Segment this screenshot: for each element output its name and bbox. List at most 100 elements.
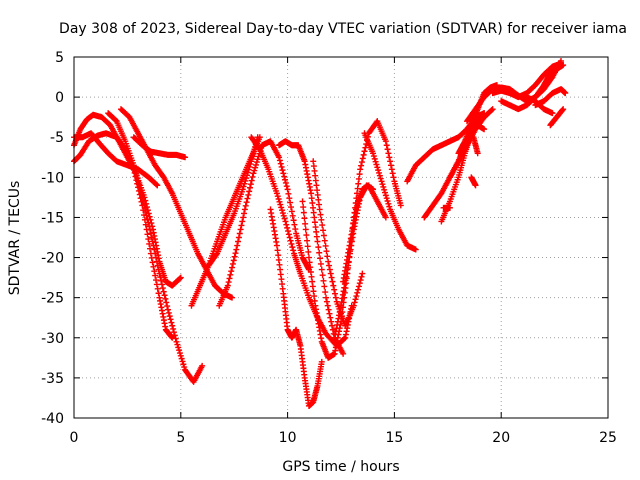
data-point [341, 335, 348, 342]
data-point [355, 283, 362, 290]
data-point [243, 175, 250, 182]
y-tick-label: -5 [50, 130, 64, 146]
data-point [155, 290, 162, 297]
data-point [150, 263, 157, 270]
data-point [252, 164, 259, 171]
data-point [247, 181, 254, 188]
data-point [146, 240, 153, 247]
data-point [314, 238, 321, 245]
data-point [166, 313, 173, 320]
data-point [169, 322, 176, 329]
data-point [317, 260, 324, 267]
data-point [230, 257, 237, 264]
data-point [251, 167, 258, 174]
data-point [171, 332, 178, 339]
data-point [282, 176, 289, 183]
data-point [330, 282, 337, 289]
data-point [228, 268, 235, 275]
data-point [488, 106, 495, 113]
data-point [320, 232, 327, 239]
data-point [300, 209, 307, 216]
data-point [291, 221, 298, 228]
data-point [481, 110, 488, 117]
y-tick-label: -25 [41, 291, 64, 307]
data-point [323, 298, 330, 305]
data-point [286, 234, 293, 241]
data-point [143, 212, 150, 219]
data-point [283, 183, 290, 190]
data-point [374, 164, 381, 171]
data-point [245, 166, 252, 173]
data-point [137, 187, 144, 194]
data-point [383, 195, 390, 202]
data-point [147, 245, 154, 252]
data-point [142, 208, 149, 215]
data-point [305, 248, 312, 255]
data-point [326, 310, 333, 317]
data-point [249, 173, 256, 180]
data-point [239, 218, 246, 225]
data-point [238, 222, 245, 229]
data-point [319, 272, 326, 279]
data-point [165, 309, 172, 316]
data-point [176, 350, 183, 357]
data-point [140, 197, 147, 204]
data-point [389, 170, 396, 177]
data-point [328, 274, 335, 281]
data-point [176, 347, 183, 354]
data-point [318, 216, 325, 223]
data-point [354, 289, 361, 296]
data-point [357, 277, 364, 284]
data-point [229, 294, 236, 301]
data-point [381, 186, 388, 193]
data-point [560, 106, 567, 113]
data-point [144, 216, 151, 223]
data-point [340, 350, 347, 357]
x-tick-label: 25 [599, 430, 617, 446]
data-point [282, 179, 289, 186]
data-point [235, 234, 242, 241]
y-tick-label: 5 [55, 50, 64, 66]
data-point [380, 183, 387, 190]
data-point [378, 178, 385, 185]
data-point [245, 191, 252, 198]
data-point [241, 210, 248, 217]
data-point [132, 168, 139, 175]
data-point [248, 177, 255, 184]
data-point [376, 172, 383, 179]
data-point [383, 142, 390, 149]
y-tick-label: -30 [41, 331, 64, 347]
series-track-21 [446, 110, 488, 181]
data-point [489, 106, 496, 113]
data-point [277, 201, 284, 208]
data-point [242, 202, 249, 209]
y-tick-label: -10 [41, 170, 64, 186]
data-point [327, 314, 334, 321]
series-track-30 [470, 134, 481, 157]
data-point [240, 183, 247, 190]
data-point [162, 295, 169, 302]
data-point [356, 280, 363, 287]
y-tick-label: 0 [55, 90, 64, 106]
data-point [134, 175, 141, 182]
data-point [292, 226, 299, 233]
data-point [159, 281, 166, 288]
data-point [147, 230, 154, 237]
data-point [240, 214, 247, 221]
data-point [278, 204, 285, 211]
data-point [386, 203, 393, 210]
data-point [158, 277, 165, 284]
data-point [167, 316, 174, 323]
data-point [287, 237, 294, 244]
data-point [225, 279, 232, 286]
data-point [320, 227, 327, 234]
data-point [328, 318, 335, 325]
data-point [176, 275, 183, 282]
data-point [279, 210, 286, 217]
data-point [357, 166, 364, 173]
data-point [321, 283, 328, 290]
series-track-17 [361, 130, 419, 253]
data-point [150, 242, 157, 249]
data-point [384, 146, 391, 153]
